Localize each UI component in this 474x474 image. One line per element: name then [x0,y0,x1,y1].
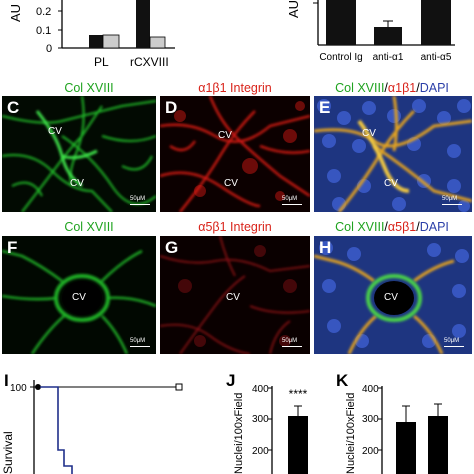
cv-c-2: CV [70,178,84,189]
title-g: α5β1 Integrin [198,220,272,234]
ylabel-k: Nuclei/100xField [345,393,357,474]
bar-rcxviii-light [149,36,166,49]
cv-e-1: CV [362,128,376,139]
ylabel-j: Nuclei/100xField [233,393,245,474]
micrograph-d: D CV CV 50μM [160,96,310,212]
tick-k-400: 400 [362,384,379,395]
significance-j: **** [289,387,308,401]
tick-k-200: 200 [362,446,379,457]
left-tick-1: 0.1 [36,25,51,37]
bar-anti-a5 [421,0,451,45]
bar-pl-dark [89,35,103,48]
micrograph-f: F CV 50μM [2,236,156,354]
cv-d-2: CV [224,178,238,189]
letter-e: E [319,98,331,117]
title-e: Col XVIII/α1β1/DAPI [335,81,449,95]
cat-control-ig-text: Control Ig [319,52,362,63]
bar-rcxviii-dark [136,0,150,48]
tick-k-300: 300 [362,414,379,425]
right-axis-label: AU [286,0,301,18]
micrograph-h: H CV 50μM [314,236,472,354]
micrograph-e-art [314,96,472,212]
tick-j-200: 200 [252,446,269,457]
cat-anti-a5: anti-α5 [421,52,452,63]
title-h-col: Col XVIII [335,220,385,234]
cv-d-1: CV [218,130,232,141]
cat-anti-a1: anti-α1 [373,52,404,63]
micrograph-c-art [2,96,156,212]
letter-i: I [4,371,9,390]
bar-anti-a1 [374,27,402,45]
scale-h: 50μM [444,338,460,344]
title-h-integrin: α5β1 [387,220,417,234]
survival-end-marker [175,383,183,391]
left-tick-2: 0 [46,43,52,55]
left-tick-0: 0.2 [36,6,51,18]
letter-j: J [226,371,235,390]
title-c: Col XVIII [64,81,114,95]
survival-start-marker [35,384,41,390]
cat-control-ig: Control Ig [319,52,362,63]
title-e-col: Col XVIII [335,81,385,95]
left-axis-label: AU [8,4,23,22]
cat-pl: PL [94,55,109,69]
letter-h: H [319,238,332,257]
title-e-integrin: α1β1 [387,81,417,95]
bottom-charts: I 100 Survival J Nuclei/100xField 400 30… [1,371,448,474]
tick-j-300: 300 [252,414,269,425]
bar-k-2 [428,416,448,474]
letter-f: F [7,238,18,257]
title-h-dapi: DAPI [419,220,449,234]
micrograph-h-art [314,241,469,354]
cv-h-1: CV [384,292,398,303]
cv-f-1: CV [72,292,86,303]
scale-f: 50μM [130,338,146,344]
bar-k-1 [396,422,416,474]
micrograph-d-art [160,96,310,212]
title-d: α1β1 Integrin [198,81,272,95]
ylabel-i: Survival [1,431,15,474]
micrograph-f-art [2,249,156,354]
bar-j [288,416,308,474]
micrograph-e: E CV CV 50μM [314,96,472,212]
tick-j-400: 400 [252,384,269,395]
letter-d: D [165,98,178,117]
survival-line-treated [40,386,73,474]
letter-k: K [336,371,349,390]
letter-c: C [7,98,20,117]
micrograph-c: C CV CV 50μM [2,96,156,212]
bar-control-ig [326,0,356,45]
scale-d: 50μM [282,196,298,202]
cv-g-1: CV [226,292,240,303]
bar-pl-light [102,34,120,49]
micrograph-g-art [160,236,310,354]
top-bar-charts: 0.2 0.1 0 AU PL rCXVIII AU Control Ig an… [8,0,455,69]
title-h: Col XVIII/α5β1/DAPI [335,220,449,234]
micrograph-g: G CV 50μM [160,236,310,354]
title-e-dapi: DAPI [419,81,449,95]
cv-e-2: CV [384,178,398,189]
cv-c-1: CV [48,126,62,137]
letter-g: G [165,238,179,257]
scale-c: 50μM [130,196,146,202]
scale-e: 50μM [442,196,458,202]
tick-i-100: 100 [10,383,27,394]
scale-g: 50μM [282,338,298,344]
title-f: Col XVIII [64,220,114,234]
cat-rcxviii: rCXVIII [130,55,169,69]
